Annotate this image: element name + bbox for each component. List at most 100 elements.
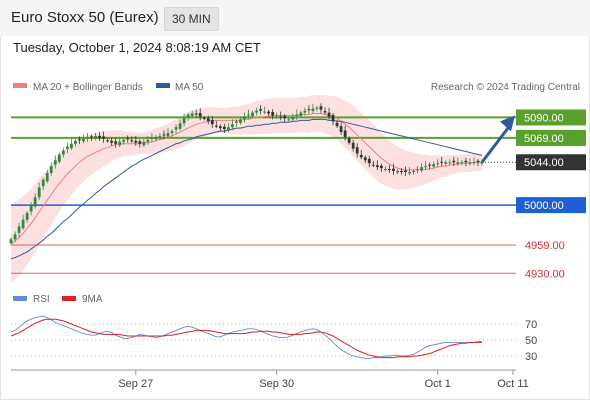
candle [206, 115, 210, 125]
candle [69, 138, 73, 151]
candle [194, 109, 198, 118]
candle [456, 157, 460, 166]
rsi-ma-swatch [62, 296, 76, 301]
candle-body [61, 150, 65, 155]
level-5090-00-label: 5090.00 [524, 112, 564, 124]
candle [432, 161, 436, 169]
candle [355, 143, 359, 158]
candle [74, 138, 77, 147]
candle-body [299, 112, 303, 116]
candle [146, 135, 150, 145]
level-5069-00-tag [516, 129, 586, 146]
candle-body [267, 111, 271, 114]
candle-body [25, 212, 29, 220]
candle [190, 110, 194, 118]
candle [198, 108, 202, 121]
candle [259, 105, 262, 115]
candle [126, 135, 130, 143]
candle-body [432, 164, 436, 167]
moving-averages [10, 113, 483, 260]
candle [343, 125, 347, 141]
candle [299, 110, 303, 118]
candle [303, 107, 307, 116]
candle-body [21, 219, 25, 229]
candle-body [388, 169, 391, 171]
candle [363, 155, 367, 164]
candle [162, 130, 166, 139]
candle-body [379, 165, 383, 169]
candle-body [202, 117, 206, 119]
candle [327, 107, 331, 120]
candle-body [472, 162, 476, 164]
rsi-legend-label: RSI [33, 294, 50, 305]
candle-body [214, 125, 218, 127]
candle [283, 114, 287, 123]
candle [25, 210, 29, 223]
candle-body [283, 115, 287, 119]
candle [218, 124, 222, 132]
candle [436, 159, 440, 168]
candle [214, 120, 218, 129]
candle [142, 138, 146, 148]
candle [231, 119, 234, 131]
candle-body [359, 154, 363, 158]
candle-body [114, 141, 118, 144]
chart-datetime: Tuesday, October 1, 2024 8:08:19 AM CET [13, 40, 261, 55]
level-5069-00-label: 5069.00 [524, 133, 564, 145]
ma50-legend-label: MA 50 [175, 82, 204, 93]
candle [114, 137, 118, 148]
candle [102, 131, 105, 143]
candle-body [295, 114, 299, 116]
candle [186, 112, 190, 121]
candle-body [110, 140, 114, 143]
candle-body [162, 134, 166, 136]
candle [480, 159, 484, 166]
candle [21, 214, 25, 230]
candle [291, 113, 295, 123]
candle [33, 193, 37, 209]
interval-selector[interactable]: 30 MIN [164, 7, 219, 31]
candle-body [408, 171, 411, 174]
copyright-text: Research © 2024 Trading Central [431, 82, 580, 93]
candle-body [170, 131, 174, 134]
candle-body [271, 112, 275, 116]
candle [174, 124, 178, 134]
candle [452, 156, 456, 167]
candle [307, 105, 311, 114]
candle-body [396, 171, 399, 173]
candle [94, 133, 97, 141]
rsi-level-30-label: 30 [525, 351, 537, 363]
candle-body [130, 140, 134, 142]
candle-body [146, 139, 150, 142]
candle [13, 231, 17, 243]
candle [331, 113, 335, 126]
candle-body [98, 135, 101, 138]
candle-body [65, 146, 69, 150]
candle [170, 129, 174, 136]
rsi-ma-legend-label: 9MA [82, 294, 103, 305]
candle [323, 107, 327, 115]
candle-body [263, 111, 267, 113]
candle [226, 123, 230, 133]
candle [178, 119, 182, 131]
candle [279, 111, 283, 121]
candle-body [222, 126, 226, 130]
candle-body [480, 162, 484, 164]
candle-body [206, 118, 210, 122]
candle-body [287, 119, 291, 121]
candle [53, 155, 57, 169]
candle-body [420, 167, 424, 171]
candle-body [339, 126, 343, 133]
level-5090-00-tag [516, 109, 586, 126]
candle [255, 107, 258, 116]
candle-body [279, 116, 283, 118]
candle-body [33, 197, 37, 207]
bollinger-band-area [11, 95, 482, 284]
candle-body [255, 110, 258, 113]
price-levels: 5090.00 5069.00 5044.00 5000.00 4959.00 4930.… [11, 109, 586, 280]
level-4930-00-label: 4930.00 [525, 268, 565, 280]
candle-body [311, 108, 315, 112]
candle-body [327, 112, 331, 117]
candle-body [343, 130, 347, 137]
candle [392, 163, 395, 175]
